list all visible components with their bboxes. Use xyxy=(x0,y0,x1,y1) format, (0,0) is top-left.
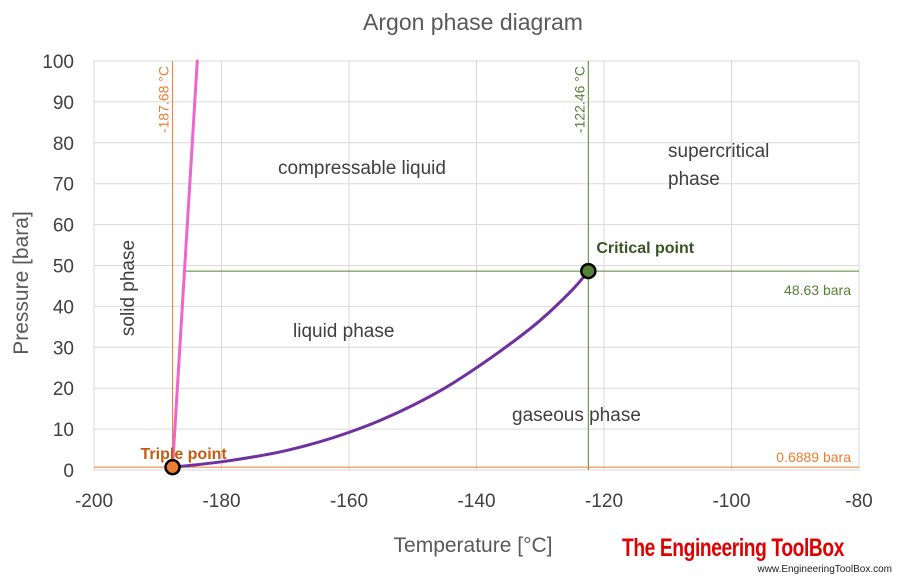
y-tick-label: 30 xyxy=(53,338,74,359)
reference-line-label: 0.6889 bara xyxy=(776,449,851,465)
vapor-pressure-curve xyxy=(171,269,590,469)
y-tick-label: 90 xyxy=(53,93,74,114)
y-tick-label: 20 xyxy=(53,379,74,400)
grid-lines xyxy=(93,60,860,471)
triple-point-label: Triple point xyxy=(141,446,228,463)
critical-point-marker xyxy=(580,262,597,280)
series-layer xyxy=(171,59,590,469)
y-axis-label: Pressure [bara] xyxy=(10,211,33,355)
x-tick-label: -80 xyxy=(845,491,872,512)
y-tick-label: 50 xyxy=(53,257,74,278)
melting-curve xyxy=(171,59,199,469)
y-tick-label: 0 xyxy=(63,461,74,482)
phase-points: Triple point Critical point xyxy=(141,240,695,476)
brand-logo-title: The Engineering ToolBox xyxy=(622,534,844,562)
brand-url: www.EngineeringToolBox.com xyxy=(756,564,892,575)
reference-line-label: 48.63 bara xyxy=(784,282,851,298)
region-label-supercritical-phase: phase xyxy=(668,169,720,190)
y-tick-label: 80 xyxy=(53,134,74,155)
y-tick-label: 60 xyxy=(53,216,74,237)
x-tick-label: -140 xyxy=(457,491,495,512)
triple-point-marker xyxy=(164,458,181,476)
x-tick-label: -120 xyxy=(585,491,623,512)
y-tick-label: 10 xyxy=(53,420,74,441)
x-tick-label: -100 xyxy=(712,491,750,512)
reference-line-label: -122.46 °C xyxy=(571,66,587,133)
region-label-supercritical: supercritical xyxy=(668,141,769,162)
region-label-liquid-phase: liquid phase xyxy=(293,321,394,342)
x-tick-label: -200 xyxy=(75,491,113,512)
critical-point-label: Critical point xyxy=(596,240,694,257)
region-label-solid-phase: solid phase xyxy=(118,240,139,336)
x-tick-label: -180 xyxy=(202,491,240,512)
y-tick-label: 70 xyxy=(53,175,74,196)
x-tick-label: -160 xyxy=(330,491,368,512)
reference-lines: -187.68 °C -122.46 °C 48.63 bara 0.6889 bar… xyxy=(94,61,859,470)
axis-ticks: 0 10 20 30 40 50 60 70 80 90 100 -200 -180 -160 -140 -1… xyxy=(42,52,872,512)
reference-line-label: -187.68 °C xyxy=(156,66,172,133)
x-axis-label: Temperature [°C] xyxy=(394,534,553,557)
chart-title: Argon phase diagram xyxy=(363,9,583,35)
region-label-compressable-liquid: compressable liquid xyxy=(278,158,446,179)
region-label-gaseous-phase: gaseous phase xyxy=(512,405,641,426)
y-tick-label: 100 xyxy=(42,52,74,73)
y-tick-label: 40 xyxy=(53,297,74,318)
